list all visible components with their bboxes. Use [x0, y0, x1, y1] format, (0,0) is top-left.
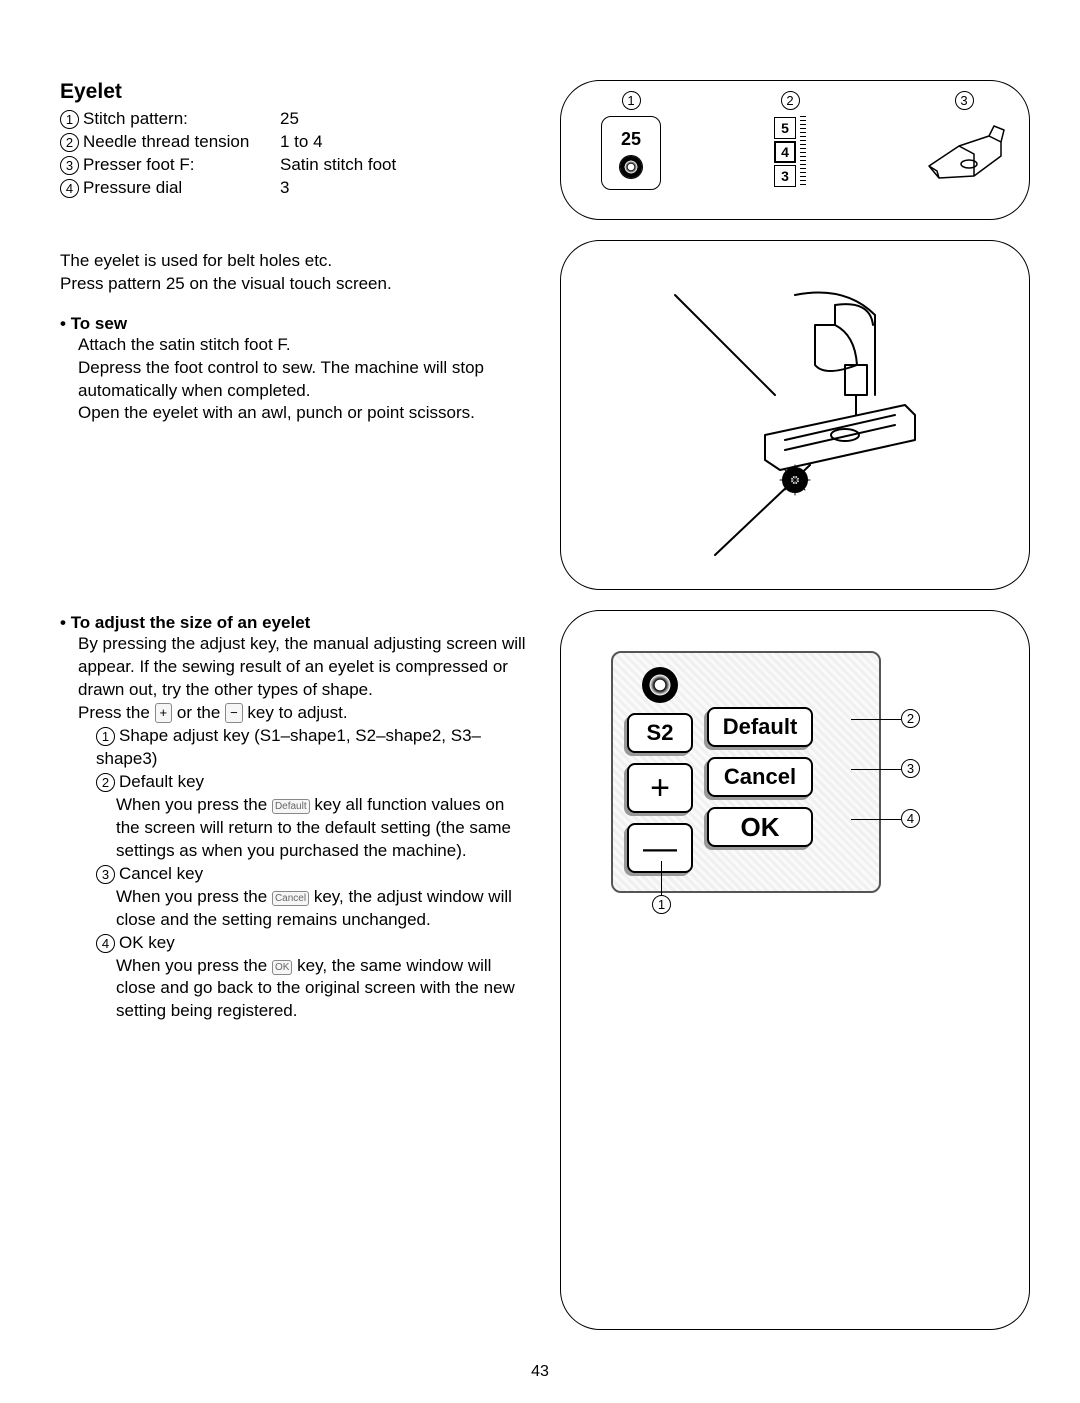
to-sew-body: Attach the satin stitch foot F. Depress …: [78, 334, 530, 426]
to-sew-heading: To sew: [60, 314, 530, 334]
item-1: 1Shape adjust key (S1–shape1, S2–shape2,…: [96, 725, 530, 771]
reference-panel-sewing: [560, 240, 1030, 590]
reference-panel-top: 1 25 2 5 4 3 3: [560, 80, 1030, 220]
callout-3: 3: [955, 91, 974, 110]
shape-adjust-button[interactable]: S2: [627, 713, 693, 753]
setting-row: 2Needle thread tension 1 to 4: [60, 131, 530, 154]
minus-button[interactable]: —: [627, 823, 693, 873]
ok-key-icon: OK: [272, 960, 292, 976]
callout-4-adjust: 4: [901, 809, 920, 828]
setting-number: 3: [60, 156, 79, 175]
cancel-key-icon: Cancel: [272, 891, 309, 907]
default-key-icon: Default: [272, 799, 310, 815]
setting-number: 2: [60, 133, 79, 152]
adjust-intro: By pressing the adjust key, the manual a…: [78, 633, 530, 702]
page-number: 43: [0, 1363, 1080, 1381]
eyelet-preview-icon: [642, 667, 678, 703]
setting-value: 25: [280, 108, 299, 131]
adjust-dialog: S2 + — Default Cancel OK: [611, 651, 881, 893]
plus-key-icon: +: [155, 703, 173, 723]
setting-value: 1 to 4: [280, 131, 323, 154]
tension-dial-icon: 5 4 3: [774, 116, 806, 188]
adjust-press-line: Press the + or the − key to adjust.: [78, 702, 530, 725]
setting-row: 3Presser foot F: Satin stitch foot: [60, 154, 530, 177]
item-4-body: When you press the OK key, the same wind…: [116, 955, 530, 1024]
plus-button[interactable]: +: [627, 763, 693, 813]
cancel-button[interactable]: Cancel: [707, 757, 813, 797]
adjust-heading: To adjust the size of an eyelet: [60, 613, 530, 633]
presser-foot-icon: [919, 116, 1009, 191]
callout-1-adjust: 1: [652, 895, 671, 914]
item-2: 2Default key: [96, 771, 530, 794]
setting-row: 1Stitch pattern: 25: [60, 108, 530, 131]
minus-key-icon: −: [225, 703, 243, 723]
intro-paragraph: The eyelet is used for belt holes etc. P…: [60, 250, 530, 296]
setting-number: 1: [60, 110, 79, 129]
callout-1: 1: [622, 91, 641, 110]
setting-row: 4Pressure dial 3: [60, 177, 530, 200]
page-title: Eyelet: [60, 80, 530, 104]
callout-3-adjust: 3: [901, 759, 920, 778]
setting-value: Satin stitch foot: [280, 154, 396, 177]
default-button[interactable]: Default: [707, 707, 813, 747]
stitch-pattern-icon: 25: [601, 116, 661, 190]
item-4: 4OK key: [96, 932, 530, 955]
sewing-machine-icon: [645, 265, 945, 565]
setting-label: Pressure dial: [83, 178, 182, 197]
setting-value: 3: [280, 177, 289, 200]
reference-panel-adjust: S2 + — Default Cancel OK 2 3 4 1: [560, 610, 1030, 1330]
eyelet-icon: [620, 156, 642, 178]
callout-2: 2: [781, 91, 800, 110]
setting-label: Needle thread tension: [83, 132, 249, 151]
ok-button[interactable]: OK: [707, 807, 813, 847]
item-3: 3Cancel key: [96, 863, 530, 886]
setting-label: Presser foot F:: [83, 155, 194, 174]
item-3-body: When you press the Cancel key, the adjus…: [116, 886, 530, 932]
item-2-body: When you press the Default key all funct…: [116, 794, 530, 863]
setting-number: 4: [60, 179, 79, 198]
callout-2-adjust: 2: [901, 709, 920, 728]
setting-label: Stitch pattern:: [83, 109, 188, 128]
